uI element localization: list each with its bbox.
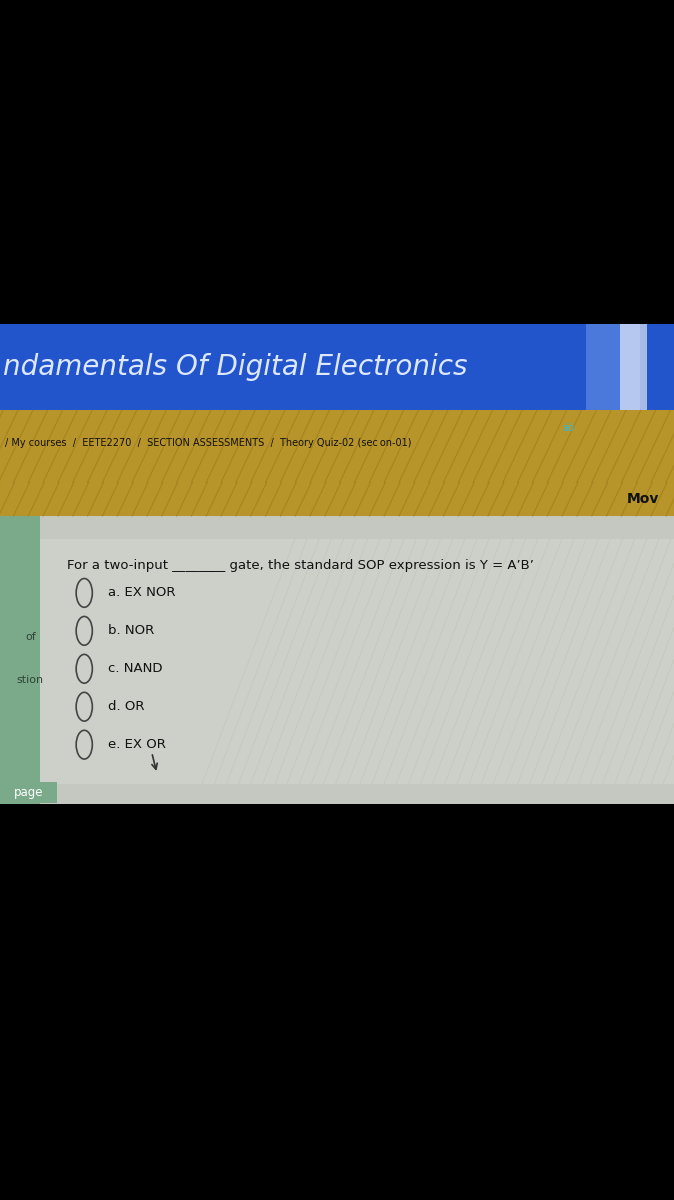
Text: c. NAND: c. NAND: [108, 662, 162, 676]
Text: d. OR: d. OR: [108, 701, 144, 713]
Text: e. EX OR: e. EX OR: [108, 738, 166, 751]
FancyBboxPatch shape: [0, 0, 674, 324]
Text: of: of: [25, 632, 36, 642]
FancyBboxPatch shape: [0, 804, 674, 1200]
Text: / My courses  /  EETE2270  /  SECTION ASSESSMENTS  /  Theory Quiz-02 (sec on-01): / My courses / EETE2270 / SECTION ASSESS…: [5, 438, 412, 448]
Circle shape: [76, 578, 92, 607]
Text: Mov: Mov: [627, 492, 659, 506]
FancyBboxPatch shape: [0, 516, 40, 804]
Text: For a two-input ________ gate, the standard SOP expression is Y = A’B’: For a two-input ________ gate, the stand…: [67, 559, 534, 571]
FancyBboxPatch shape: [0, 782, 57, 803]
Circle shape: [76, 692, 92, 721]
FancyBboxPatch shape: [0, 482, 674, 516]
FancyBboxPatch shape: [0, 516, 674, 804]
Text: ȧö: ȧö: [563, 424, 575, 433]
FancyBboxPatch shape: [40, 539, 674, 784]
Text: stion: stion: [17, 676, 44, 685]
Text: a. EX NOR: a. EX NOR: [108, 587, 175, 599]
FancyBboxPatch shape: [0, 410, 674, 482]
Circle shape: [76, 731, 92, 760]
Text: page: page: [14, 786, 43, 799]
Text: ndamentals Of Digital Electronics: ndamentals Of Digital Electronics: [3, 353, 468, 382]
Text: b. NOR: b. NOR: [108, 624, 154, 637]
FancyBboxPatch shape: [620, 324, 647, 410]
Circle shape: [76, 617, 92, 646]
Circle shape: [76, 654, 92, 683]
FancyBboxPatch shape: [586, 324, 640, 410]
FancyBboxPatch shape: [0, 324, 674, 410]
